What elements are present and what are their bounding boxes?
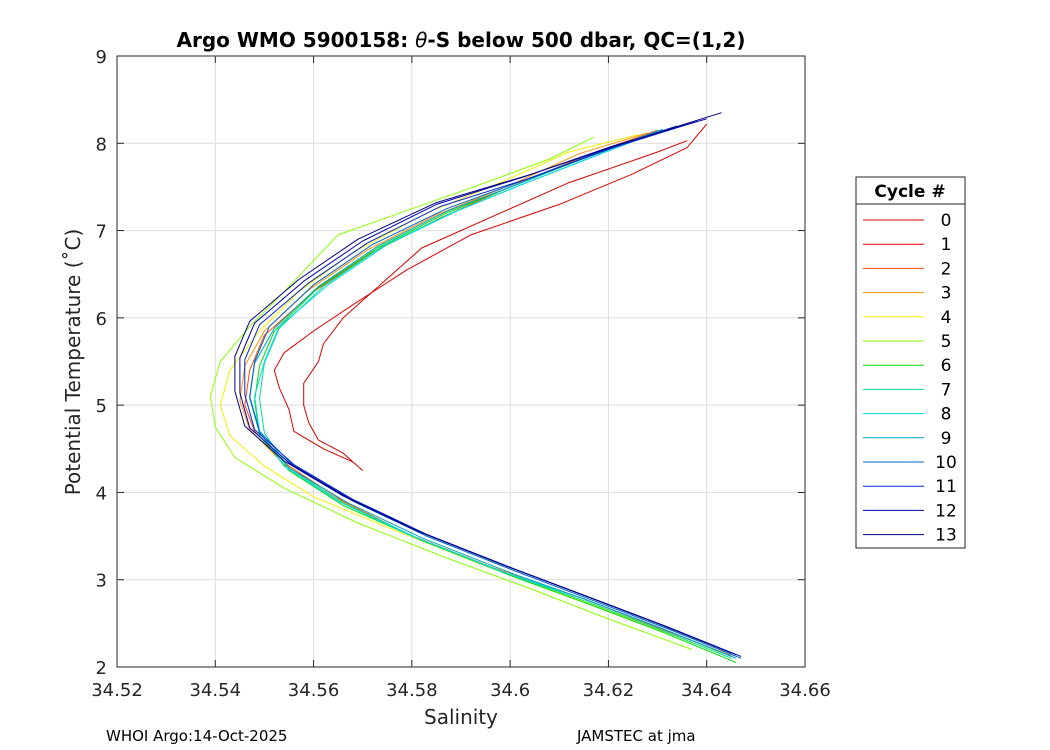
y-tick-label: 5 [96, 396, 107, 417]
x-axis-label: Salinity [424, 705, 498, 729]
x-tick-label: 34.6 [490, 680, 530, 701]
legend-label-cycle-3: 3 [941, 284, 952, 304]
y-axis-label: Potential Temperature (˚C) [61, 229, 85, 496]
y-tick-labels: 2 3 4 5 6 7 8 9 [96, 47, 107, 679]
x-tick-label: 34.58 [386, 680, 438, 701]
series-line-cycle-10 [249, 125, 742, 659]
y-tick-label: 4 [96, 483, 107, 504]
plot-area: 34.52 34.54 34.56 34.58 34.6 34.62 34.64 34.66 … [91, 47, 831, 701]
x-tick-label: 34.54 [190, 680, 242, 701]
legend-label-cycle-9: 9 [941, 429, 952, 449]
legend-label-cycle-7: 7 [941, 380, 952, 400]
x-tick-label: 34.56 [288, 680, 340, 701]
series-line-cycle-0 [303, 140, 688, 471]
legend-label-cycle-6: 6 [941, 356, 952, 376]
y-tick-label: 3 [96, 571, 107, 592]
series-line-cycle-1 [273, 123, 708, 463]
y-tick-label: 6 [96, 309, 107, 330]
legend-label-cycle-4: 4 [941, 308, 952, 328]
x-tick-label: 34.66 [779, 680, 831, 701]
footer-left: WHOI Argo:14-Oct-2025 [106, 727, 287, 745]
x-tick-label: 34.62 [583, 680, 635, 701]
axes-box [116, 55, 806, 668]
series-lines [209, 112, 742, 664]
x-tick-labels: 34.52 34.54 34.56 34.58 34.6 34.62 34.64 34.66 [91, 680, 831, 701]
legend-label-cycle-2: 2 [941, 259, 952, 279]
legend-label-cycle-10: 10 [935, 453, 957, 473]
y-tick-label: 8 [96, 134, 107, 155]
grid-lines [116, 55, 806, 668]
legend-label-cycle-0: 0 [941, 211, 952, 231]
legend-label-cycle-1: 1 [941, 235, 952, 255]
series-line-cycle-3 [239, 132, 727, 655]
legend-label-cycle-11: 11 [935, 477, 957, 497]
y-tick-label: 9 [96, 47, 107, 68]
footer-right: JAMSTEC at jma [576, 727, 696, 745]
y-tick-label: 2 [96, 658, 107, 679]
legend-label-cycle-8: 8 [941, 405, 952, 425]
series-line-cycle-8 [254, 129, 732, 657]
series-line-cycle-6 [254, 132, 737, 664]
y-tick-label: 7 [96, 222, 107, 243]
x-tick-label: 34.64 [681, 680, 733, 701]
legend-title: Cycle # [874, 182, 945, 202]
legend-label-cycle-12: 12 [935, 501, 957, 521]
x-tick-label: 34.52 [91, 680, 143, 701]
legend-label-cycle-5: 5 [941, 332, 952, 352]
series-line-cycle-5 [209, 136, 693, 650]
series-line-cycle-13 [234, 112, 732, 654]
legend-label-cycle-13: 13 [935, 526, 957, 546]
chart-title: Argo WMO 5900158: θ-S below 500 dbar, QC… [177, 28, 746, 52]
